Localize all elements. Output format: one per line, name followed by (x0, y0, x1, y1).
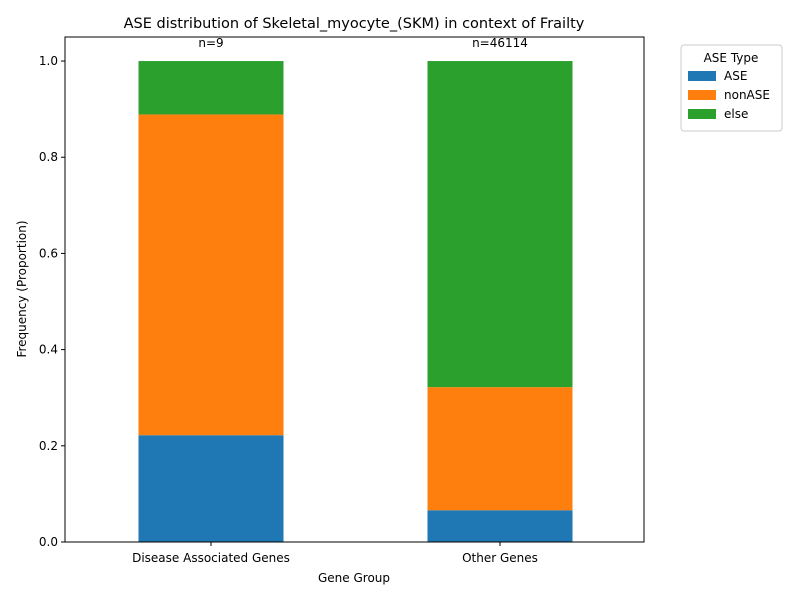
y-tick-label: 0.8 (39, 150, 58, 164)
y-tick-label: 1.0 (39, 54, 58, 68)
legend-swatch-else (688, 109, 716, 119)
x-tick-label: Other Genes (462, 551, 538, 565)
y-axis: 0.0 0.2 0.4 0.6 0.8 1.0 (39, 54, 65, 549)
x-axis: Disease Associated Genes Other Genes (132, 542, 538, 565)
y-tick-label: 0.0 (39, 535, 58, 549)
bar-annotation: n=46114 (472, 36, 528, 50)
bar-nonase-2 (427, 387, 573, 511)
bar-ase-1 (138, 435, 284, 542)
legend-swatch-ase (688, 71, 716, 81)
legend: ASE Type ASE nonASE else (680, 44, 783, 132)
plot-frame (64, 36, 645, 543)
legend-label: nonASE (724, 88, 770, 102)
legend-label: else (724, 107, 748, 121)
bar-else-2 (427, 61, 573, 388)
y-axis-label: Frequency (Proportion) (15, 220, 29, 357)
legend-swatch-nonase (688, 90, 716, 100)
legend-title: ASE Type (704, 51, 759, 65)
y-tick-label: 0.4 (39, 343, 58, 357)
y-tick-label: 0.2 (39, 439, 58, 453)
bars-group (138, 61, 573, 542)
chart-title: ASE distribution of Skeletal_myocyte_(SK… (124, 16, 585, 32)
x-axis-label: Gene Group (318, 571, 390, 585)
bar-annotations: n=9 n=46114 (198, 36, 528, 50)
bar-annotation: n=9 (198, 36, 223, 50)
legend-label: ASE (724, 69, 747, 83)
bar-ase-2 (427, 510, 573, 542)
x-tick-label: Disease Associated Genes (132, 551, 290, 565)
bar-else-1 (138, 61, 284, 115)
y-tick-label: 0.6 (39, 246, 58, 260)
bar-nonase-1 (138, 114, 284, 436)
